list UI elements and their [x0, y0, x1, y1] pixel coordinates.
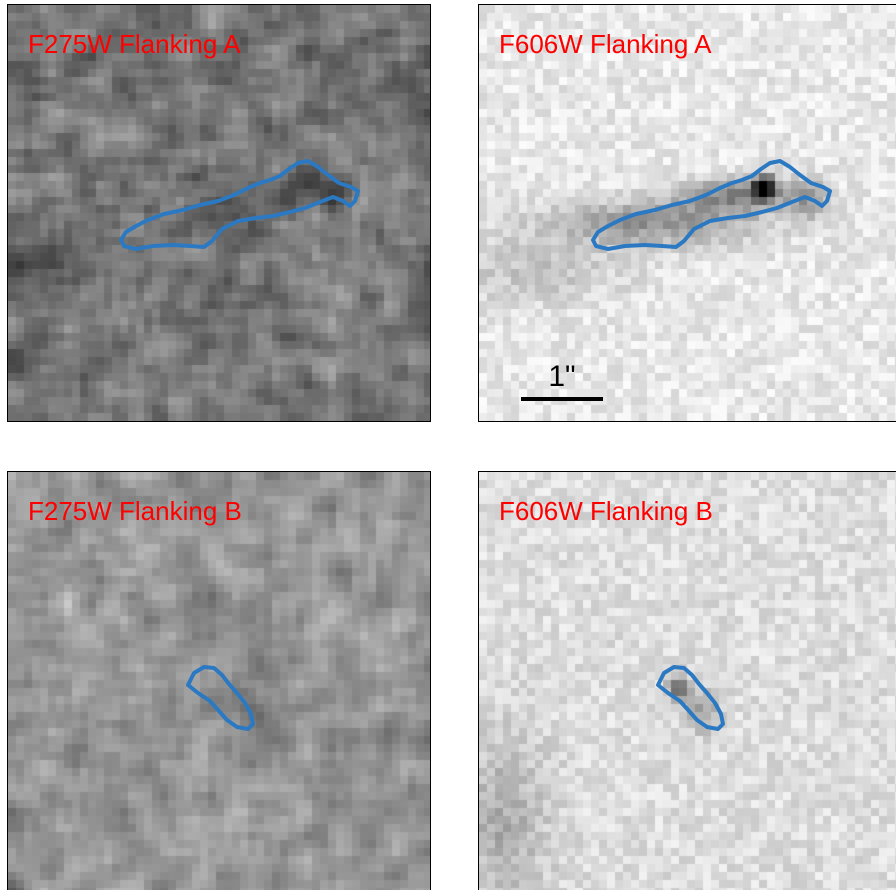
source-contour [186, 665, 255, 731]
contour-overlay [119, 159, 360, 251]
panel-label: F606W Flanking B [499, 496, 713, 526]
scale-bar-line [521, 397, 603, 401]
f275w-flanking-a-image [8, 5, 430, 421]
f606w-flanking-a-image [479, 5, 896, 421]
contour-overlay [656, 665, 725, 731]
image-panel-f275w-flanking-b: F275W Flanking B [7, 471, 431, 890]
contour-overlay [186, 665, 255, 731]
f275w-flanking-b-image [8, 472, 430, 890]
source-contour [656, 665, 725, 731]
scale-bar-label: 1" [548, 360, 576, 393]
source-contour [119, 159, 360, 251]
scale-bar: 1" [521, 361, 603, 401]
contour-overlay [591, 159, 832, 251]
panel-label: F275W Flanking A [28, 29, 241, 59]
source-contour [591, 159, 832, 251]
f606w-flanking-b-image [479, 472, 896, 890]
image-panel-f275w-flanking-a: F275W Flanking A [7, 4, 431, 422]
image-panel-f606w-flanking-b: F606W Flanking B [478, 471, 896, 890]
panel-label: F275W Flanking B [28, 496, 242, 526]
image-panel-f606w-flanking-a: F606W Flanking A 1" [478, 4, 896, 422]
panel-label: F606W Flanking A [499, 29, 712, 59]
